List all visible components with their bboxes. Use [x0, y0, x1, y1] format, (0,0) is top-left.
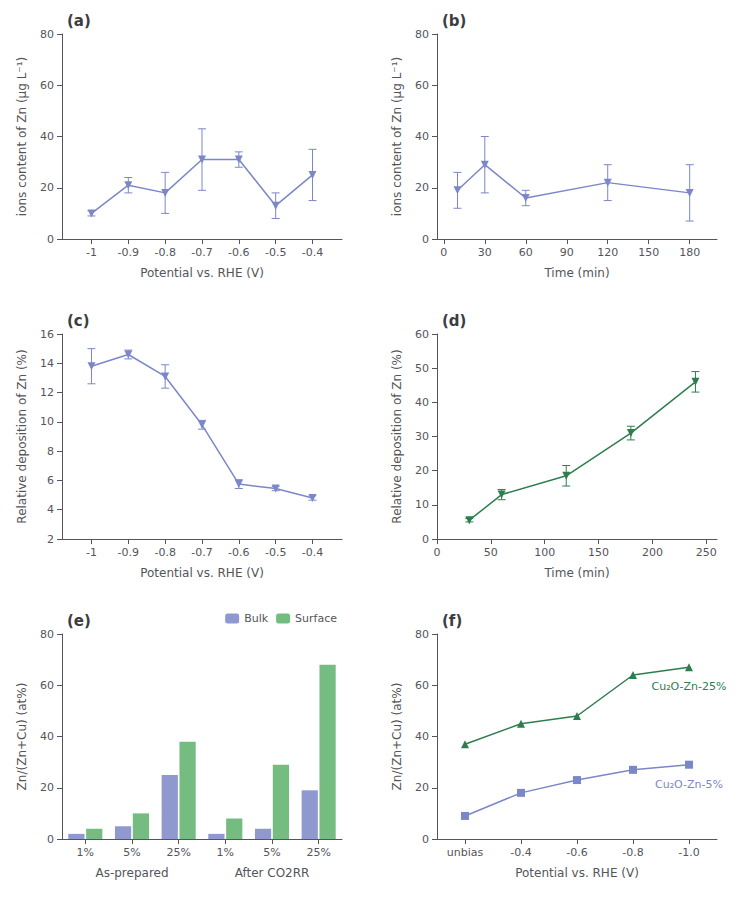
- svg-text:(e): (e): [67, 612, 91, 630]
- svg-text:-0.8: -0.8: [154, 546, 175, 559]
- svg-text:20: 20: [415, 464, 429, 477]
- svg-text:-1: -1: [86, 546, 97, 559]
- svg-text:60: 60: [415, 679, 429, 692]
- svg-text:120: 120: [597, 246, 618, 259]
- svg-text:Potential vs. RHE (V): Potential vs. RHE (V): [140, 566, 264, 580]
- svg-text:60: 60: [519, 246, 533, 259]
- svg-text:-0.4: -0.4: [510, 846, 531, 859]
- svg-text:Cu₂O-Zn-25%: Cu₂O-Zn-25%: [652, 680, 727, 693]
- svg-text:Cu₂O-Zn-5%: Cu₂O-Zn-5%: [655, 778, 723, 791]
- svg-text:After CO2RR: After CO2RR: [235, 866, 310, 880]
- svg-text:0: 0: [440, 246, 447, 259]
- svg-text:80: 80: [415, 28, 429, 41]
- svg-text:180: 180: [679, 246, 700, 259]
- svg-text:5%: 5%: [123, 846, 140, 859]
- svg-text:40: 40: [415, 396, 429, 409]
- svg-text:80: 80: [40, 628, 54, 641]
- svg-text:(a): (a): [67, 12, 91, 30]
- svg-text:0: 0: [422, 833, 429, 846]
- svg-text:-0.4: -0.4: [302, 246, 323, 259]
- svg-text:Potential vs. RHE (V): Potential vs. RHE (V): [515, 866, 639, 880]
- svg-text:Surface: Surface: [295, 612, 337, 625]
- svg-text:40: 40: [415, 730, 429, 743]
- svg-text:-0.5: -0.5: [265, 546, 286, 559]
- svg-text:-0.8: -0.8: [154, 246, 175, 259]
- svg-text:20: 20: [40, 181, 54, 194]
- svg-text:6: 6: [47, 474, 54, 487]
- svg-text:40: 40: [40, 130, 54, 143]
- svg-text:60: 60: [415, 328, 429, 341]
- svg-text:(f): (f): [442, 612, 462, 630]
- svg-text:0: 0: [434, 546, 441, 559]
- svg-text:30: 30: [478, 246, 492, 259]
- svg-text:12: 12: [40, 386, 54, 399]
- svg-text:14: 14: [40, 357, 54, 370]
- svg-text:20: 20: [40, 781, 54, 794]
- svg-text:unbias: unbias: [447, 846, 484, 859]
- svg-text:Potential vs. RHE (V): Potential vs. RHE (V): [140, 266, 264, 280]
- svg-text:-1: -1: [86, 246, 97, 259]
- svg-text:-0.7: -0.7: [191, 246, 212, 259]
- svg-text:80: 80: [415, 628, 429, 641]
- svg-text:-0.6: -0.6: [228, 246, 249, 259]
- svg-text:50: 50: [415, 362, 429, 375]
- svg-text:-1.0: -1.0: [678, 846, 699, 859]
- svg-text:0: 0: [47, 233, 54, 246]
- svg-text:25%: 25%: [166, 846, 190, 859]
- svg-text:-0.9: -0.9: [118, 546, 139, 559]
- svg-text:25%: 25%: [306, 846, 330, 859]
- svg-text:-0.6: -0.6: [566, 846, 587, 859]
- svg-text:40: 40: [40, 730, 54, 743]
- svg-text:10: 10: [40, 415, 54, 428]
- svg-text:5%: 5%: [263, 846, 280, 859]
- svg-text:-0.4: -0.4: [302, 546, 323, 559]
- svg-text:1%: 1%: [217, 846, 234, 859]
- svg-text:As-prepared: As-prepared: [95, 866, 168, 880]
- svg-text:250: 250: [696, 546, 717, 559]
- svg-text:ions content of Zn (μg L⁻¹): ions content of Zn (μg L⁻¹): [15, 57, 29, 216]
- svg-text:20: 20: [415, 781, 429, 794]
- svg-text:50: 50: [484, 546, 498, 559]
- svg-text:Relative deposition of Zn (%): Relative deposition of Zn (%): [15, 349, 29, 523]
- svg-text:150: 150: [588, 546, 609, 559]
- svg-text:(c): (c): [67, 312, 90, 330]
- svg-text:ions content of Zn (μg L⁻¹): ions content of Zn (μg L⁻¹): [390, 57, 404, 216]
- svg-text:60: 60: [40, 679, 54, 692]
- svg-text:Time (min): Time (min): [543, 566, 609, 580]
- svg-text:2: 2: [47, 533, 54, 546]
- svg-text:Zn/(Zn+Cu) (at%): Zn/(Zn+Cu) (at%): [15, 683, 29, 791]
- svg-text:150: 150: [638, 246, 659, 259]
- svg-text:200: 200: [642, 546, 663, 559]
- svg-text:Bulk: Bulk: [244, 612, 269, 625]
- svg-text:90: 90: [560, 246, 574, 259]
- svg-text:60: 60: [40, 79, 54, 92]
- svg-text:60: 60: [415, 79, 429, 92]
- svg-text:-0.8: -0.8: [622, 846, 643, 859]
- svg-text:16: 16: [40, 328, 54, 341]
- svg-text:-0.7: -0.7: [191, 546, 212, 559]
- svg-text:80: 80: [40, 28, 54, 41]
- svg-text:100: 100: [534, 546, 555, 559]
- svg-text:20: 20: [415, 181, 429, 194]
- svg-text:10: 10: [415, 498, 429, 511]
- svg-text:0: 0: [422, 533, 429, 546]
- svg-text:8: 8: [47, 445, 54, 458]
- svg-text:-0.6: -0.6: [228, 546, 249, 559]
- svg-text:Zn/(Zn+Cu) (at%): Zn/(Zn+Cu) (at%): [390, 683, 404, 791]
- svg-text:1%: 1%: [77, 846, 94, 859]
- svg-text:0: 0: [47, 833, 54, 846]
- svg-text:(b): (b): [442, 12, 466, 30]
- svg-text:Time (min): Time (min): [543, 266, 609, 280]
- svg-text:0: 0: [422, 233, 429, 246]
- svg-text:-0.5: -0.5: [265, 246, 286, 259]
- svg-text:-0.9: -0.9: [118, 246, 139, 259]
- svg-text:4: 4: [47, 503, 54, 516]
- svg-text:(d): (d): [442, 312, 466, 330]
- svg-text:40: 40: [415, 130, 429, 143]
- svg-text:Relative deposition of Zn (%): Relative deposition of Zn (%): [390, 349, 404, 523]
- svg-text:30: 30: [415, 430, 429, 443]
